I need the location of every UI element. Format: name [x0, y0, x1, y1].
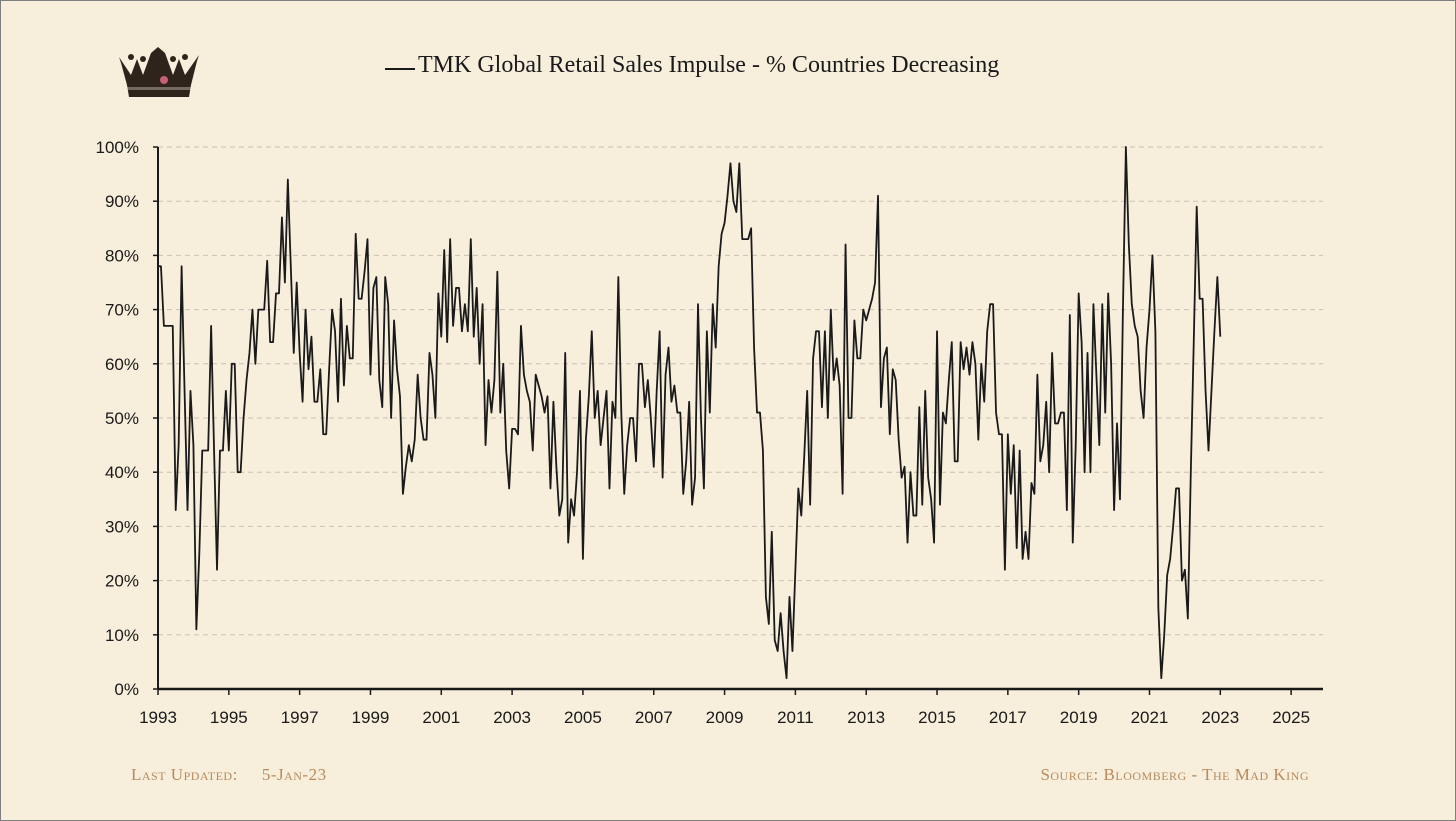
series-line: [158, 146, 1222, 680]
crown-spike-ball: [170, 56, 176, 62]
x-tick-label: 2003: [493, 708, 531, 727]
y-tick-label: 50%: [105, 409, 139, 428]
x-tick-label: 2001: [422, 708, 460, 727]
y-tick-label: 30%: [105, 517, 139, 536]
y-axis: 0% 10% 20% 30% 40% 50% 60% 70% 80% 90% 100%: [96, 138, 158, 699]
x-tick-label: 2011: [777, 708, 814, 727]
x-tick-label: 2015: [918, 708, 956, 727]
x-tick-label: 2007: [635, 708, 673, 727]
x-tick-label: 1997: [281, 708, 319, 727]
x-tick-label: 2023: [1201, 708, 1239, 727]
source-note: Source: Bloomberg - The Mad King: [1040, 765, 1309, 784]
x-tick-label: 1999: [352, 708, 390, 727]
y-tick-label: 70%: [105, 301, 139, 320]
axis-lines: [157, 147, 1323, 691]
x-tick-label: 2013: [847, 708, 885, 727]
x-tick-label: 2021: [1131, 708, 1169, 727]
crown-icon: [119, 47, 199, 97]
y-tick-label: 90%: [105, 192, 139, 211]
gridlines: [158, 146, 1323, 636]
last-updated-date: 5-Jan-23: [261, 765, 327, 784]
x-tick-label: 1993: [139, 708, 177, 727]
last-updated: Last Updated: 5-Jan-23: [131, 765, 327, 785]
x-tick-label: 2019: [1060, 708, 1098, 727]
y-tick-label: 40%: [105, 463, 139, 482]
x-tick-label: 1995: [210, 708, 248, 727]
x-tick-label: 2025: [1272, 708, 1310, 727]
crown-band: [127, 87, 193, 90]
y-tick-label: 100%: [96, 138, 139, 157]
crown-body: [119, 47, 199, 97]
last-updated-label: Last Updated:: [131, 765, 238, 784]
x-axis: 1993 1995 1997 1999 2001 2003 2005 2007 2009 2011…: [139, 689, 1310, 727]
legend-label: TMK Global Retail Sales Impulse - % Coun…: [418, 52, 999, 78]
x-tick-label: 2017: [989, 708, 1027, 727]
series-group: [158, 146, 1222, 680]
y-tick-label: 80%: [105, 246, 139, 265]
crown-spike-ball: [140, 56, 146, 62]
y-tick-label: 60%: [105, 355, 139, 374]
x-tick-label: 2009: [706, 708, 744, 727]
y-tick-label: 20%: [105, 572, 139, 591]
crown-spike-ball: [128, 54, 134, 60]
x-tick-label: 2005: [564, 708, 602, 727]
chart-legend: TMK Global Retail Sales Impulse - % Coun…: [385, 52, 999, 78]
y-tick-label: 0%: [114, 680, 139, 699]
crown-jewel: [160, 76, 168, 84]
crown-spike-ball: [182, 54, 188, 60]
y-tick-label: 10%: [105, 626, 139, 645]
